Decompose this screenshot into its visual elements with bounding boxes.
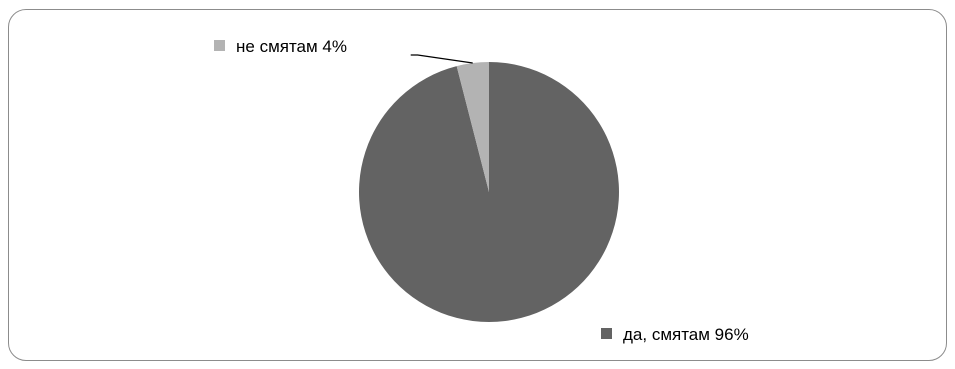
leader-line (410, 54, 473, 64)
label-marker-ne-smyatam (214, 40, 225, 51)
pie-slices (359, 62, 619, 322)
slice-label-da-smyatam: да, смятам 96% (623, 325, 749, 344)
pie-slice-1 (456, 62, 489, 192)
slice-label-ne-smyatam: не смятам 4% (236, 37, 347, 56)
label-marker-da-smyatam (601, 328, 612, 339)
